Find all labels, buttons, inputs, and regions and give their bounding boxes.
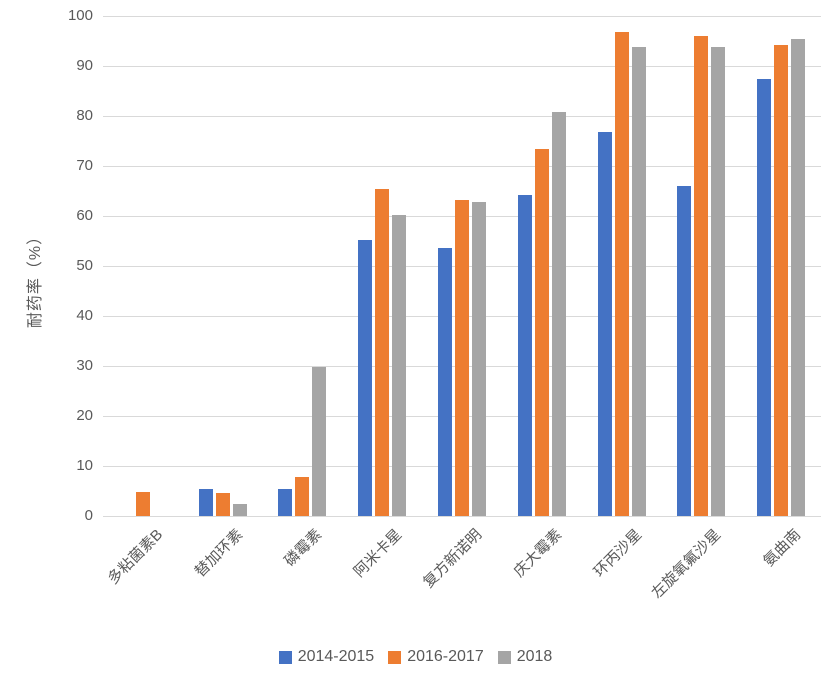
bar — [472, 201, 486, 516]
legend-swatch — [278, 650, 292, 664]
bar — [215, 492, 230, 516]
bar — [455, 199, 469, 516]
x-axis-label: 多粘菌素B — [104, 526, 167, 588]
gridline — [103, 116, 821, 117]
bar — [534, 149, 549, 516]
gridline — [103, 16, 821, 17]
bar — [694, 35, 709, 516]
x-axis-label: 庆大霉素 — [510, 526, 565, 581]
legend-label: 2014-2015 — [297, 648, 375, 665]
bar — [774, 44, 789, 516]
x-axis-label: 氨曲南 — [760, 526, 805, 570]
gridline — [103, 516, 821, 517]
y-tick-label: 90 — [76, 57, 93, 74]
legend-item: 2016-2017 — [388, 648, 484, 666]
legend: 2014-2015 2016-2017 2018 — [0, 648, 831, 666]
bar — [711, 47, 726, 516]
y-tick-label: 30 — [76, 357, 93, 374]
bar — [135, 492, 150, 516]
y-tick-label: 0 — [84, 507, 93, 524]
y-tick-label: 20 — [76, 407, 93, 424]
bar — [312, 366, 327, 516]
bar — [392, 214, 407, 516]
bar — [677, 186, 692, 516]
bar — [358, 240, 373, 516]
y-tick-label: 100 — [67, 7, 93, 24]
gridline — [103, 66, 821, 67]
legend-label: 2018 — [516, 648, 553, 665]
bar — [631, 47, 646, 516]
y-tick-label: 40 — [76, 307, 93, 324]
y-tick-label: 80 — [76, 107, 93, 124]
bar — [791, 39, 806, 516]
bar — [614, 32, 629, 516]
y-tick-label: 60 — [76, 207, 93, 224]
gridline — [103, 166, 821, 167]
y-tick-label: 10 — [76, 457, 93, 474]
legend-swatch — [388, 650, 402, 664]
legend-item: 2018 — [497, 648, 553, 666]
bar — [198, 488, 213, 516]
legend-item: 2014-2015 — [278, 648, 375, 666]
x-axis-label: 环丙沙星 — [590, 526, 645, 581]
y-tick-label: 50 — [76, 257, 93, 274]
legend-label: 2016-2017 — [407, 648, 484, 665]
bar — [295, 476, 310, 516]
bar — [438, 247, 452, 516]
bar — [517, 194, 532, 516]
y-tick-label: 70 — [76, 157, 93, 174]
bar — [597, 131, 612, 516]
bar — [375, 188, 390, 516]
x-axis-label: 替加环素 — [191, 526, 246, 581]
bar — [551, 111, 566, 516]
x-axis-label: 阿米卡星 — [350, 526, 406, 581]
bar — [232, 503, 247, 516]
x-axis-label: 磷霉素 — [281, 526, 326, 570]
legend-swatch — [497, 650, 511, 664]
x-axis-label: 左旋氧氟沙星 — [648, 526, 725, 602]
bar — [278, 488, 293, 516]
x-axis-label: 复方新诺明 — [420, 526, 486, 592]
bar — [757, 78, 772, 516]
